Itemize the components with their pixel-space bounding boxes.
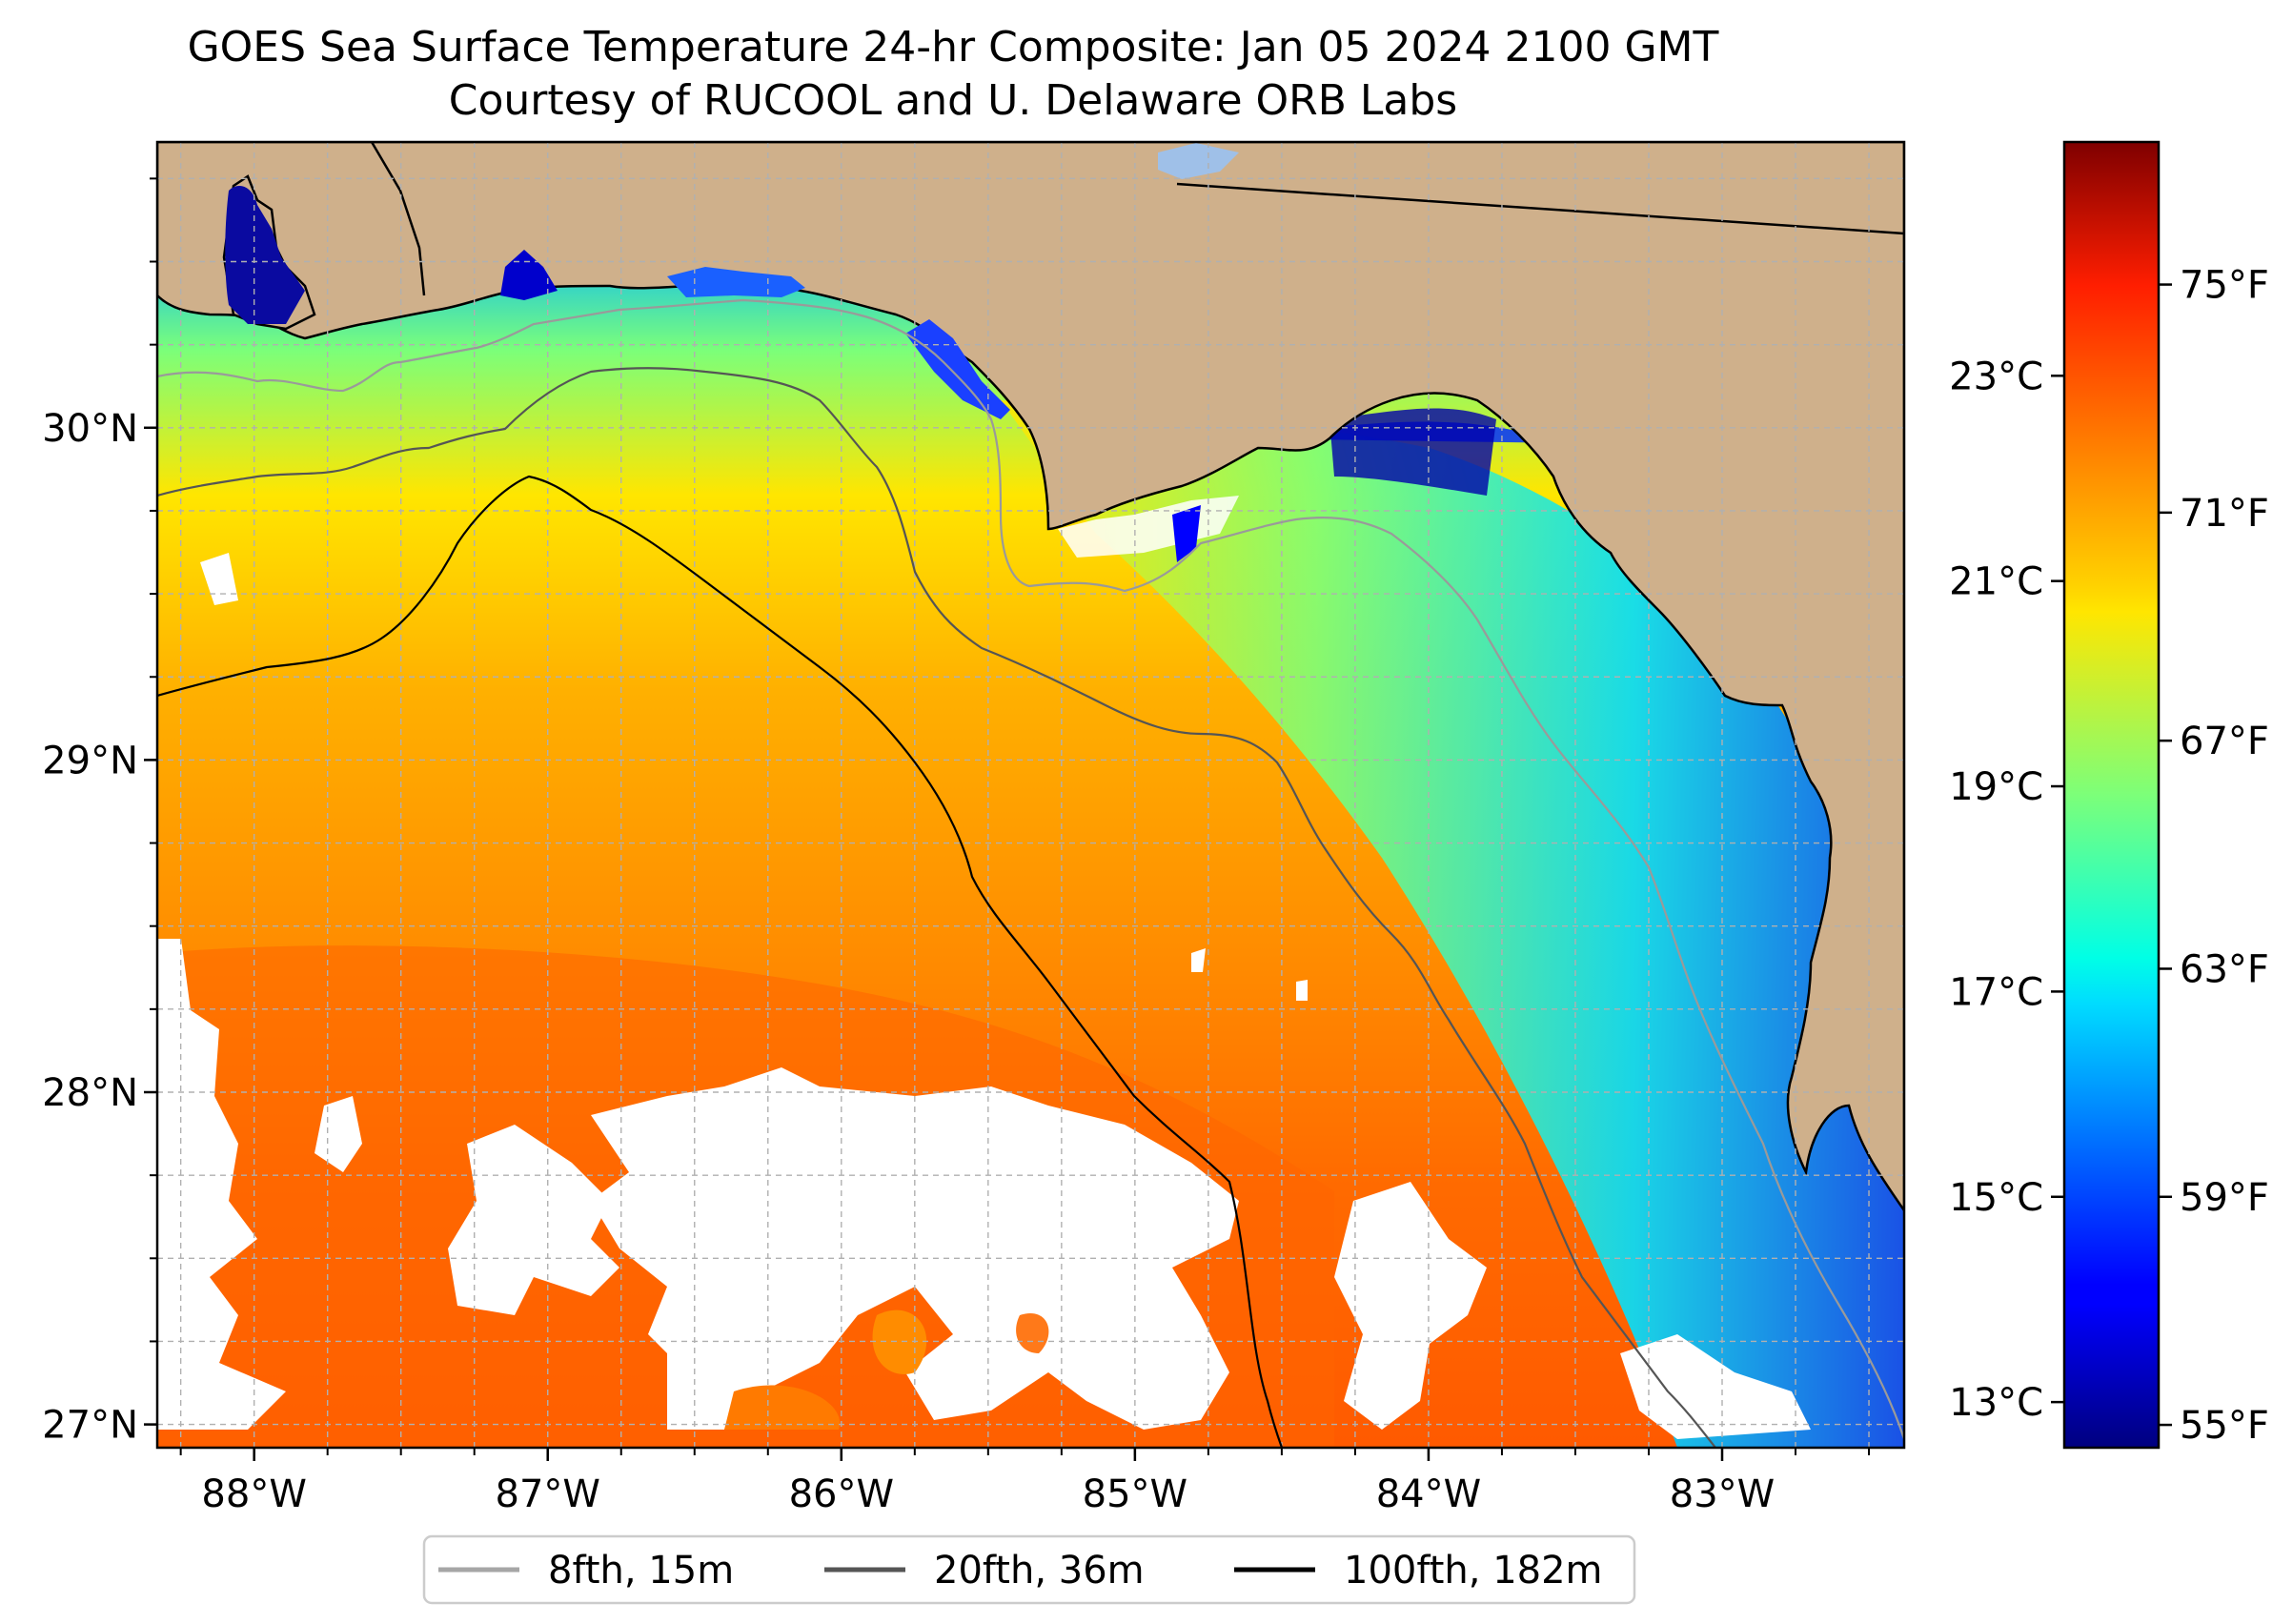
colorbar-fahrenheit-ticks: 75°F 71°F 67°F 63°F 59°F 55°F [2159,264,2269,1448]
coastal-cold-band [1001,400,1904,1448]
colorbar [2062,140,2161,1450]
mobile-bay [225,186,305,324]
legend-label-15m: 8fth, 15m [548,1549,734,1593]
contour-182m [157,475,1284,1448]
lon-tick-label: 87°W [496,1472,600,1516]
legend: 8fth, 15m 20fth, 36m 100fth, 182m [422,1534,1636,1605]
state-border-north [1176,182,1904,235]
lon-tick-label: 83°W [1670,1472,1775,1516]
contour-15m [157,298,1904,1440]
map-area[interactable] [157,142,1904,1448]
legend-label-36m: 20fth, 36m [934,1549,1145,1593]
colorbar-f-label: 75°F [2180,264,2269,308]
lon-tick-label: 85°W [1083,1472,1187,1516]
colorbar-f-label: 71°F [2180,492,2269,536]
colorbar-c-label: 19°C [1949,765,2043,809]
gridlines [157,142,1904,1448]
missing-data-patches [157,553,1811,1439]
longitude-axis: 88°W 87°W 86°W 85°W 84°W 83°W [201,1448,1775,1516]
lon-tick-label: 86°W [789,1472,894,1516]
lat-tick-label: 30°N [42,407,138,451]
colorbar-c-label: 15°C [1949,1176,2043,1220]
legend-box [422,1534,1636,1605]
colorbar-c-label: 17°C [1949,970,2043,1014]
colorbar-f-label: 67°F [2180,720,2269,763]
colorbar-c-label: 13°C [1949,1381,2043,1425]
colorbar-celsius-ticks: 23°C 21°C 19°C 17°C 15°C 13°C [1949,355,2064,1425]
apalachee-bay-cold [1329,408,1496,496]
colorbar-c-label: 23°C [1949,355,2043,398]
lon-tick-label: 88°W [201,1472,306,1516]
colorbar-f-label: 59°F [2180,1176,2269,1220]
contour-36m [157,367,1716,1448]
map-subtitle: Courtesy of RUCOOL and U. Delaware ORB L… [448,76,1458,125]
latitude-axis: 30°N 29°N 28°N 27°N [42,407,157,1448]
state-border [370,142,426,296]
colorbar-c-label: 21°C [1949,560,2043,604]
colorbar-f-label: 55°F [2180,1404,2269,1448]
lon-tick-label: 84°W [1376,1472,1481,1516]
colorbar-f-label: 63°F [2180,947,2269,991]
lat-tick-label: 28°N [42,1071,138,1115]
lake [1158,143,1239,179]
legend-label-182m: 100fth, 182m [1344,1549,1603,1593]
lat-tick-label: 29°N [42,739,138,782]
map-frame [155,140,1906,1450]
map-title: GOES Sea Surface Temperature 24-hr Compo… [187,23,1719,71]
lat-tick-label: 27°N [42,1404,138,1448]
